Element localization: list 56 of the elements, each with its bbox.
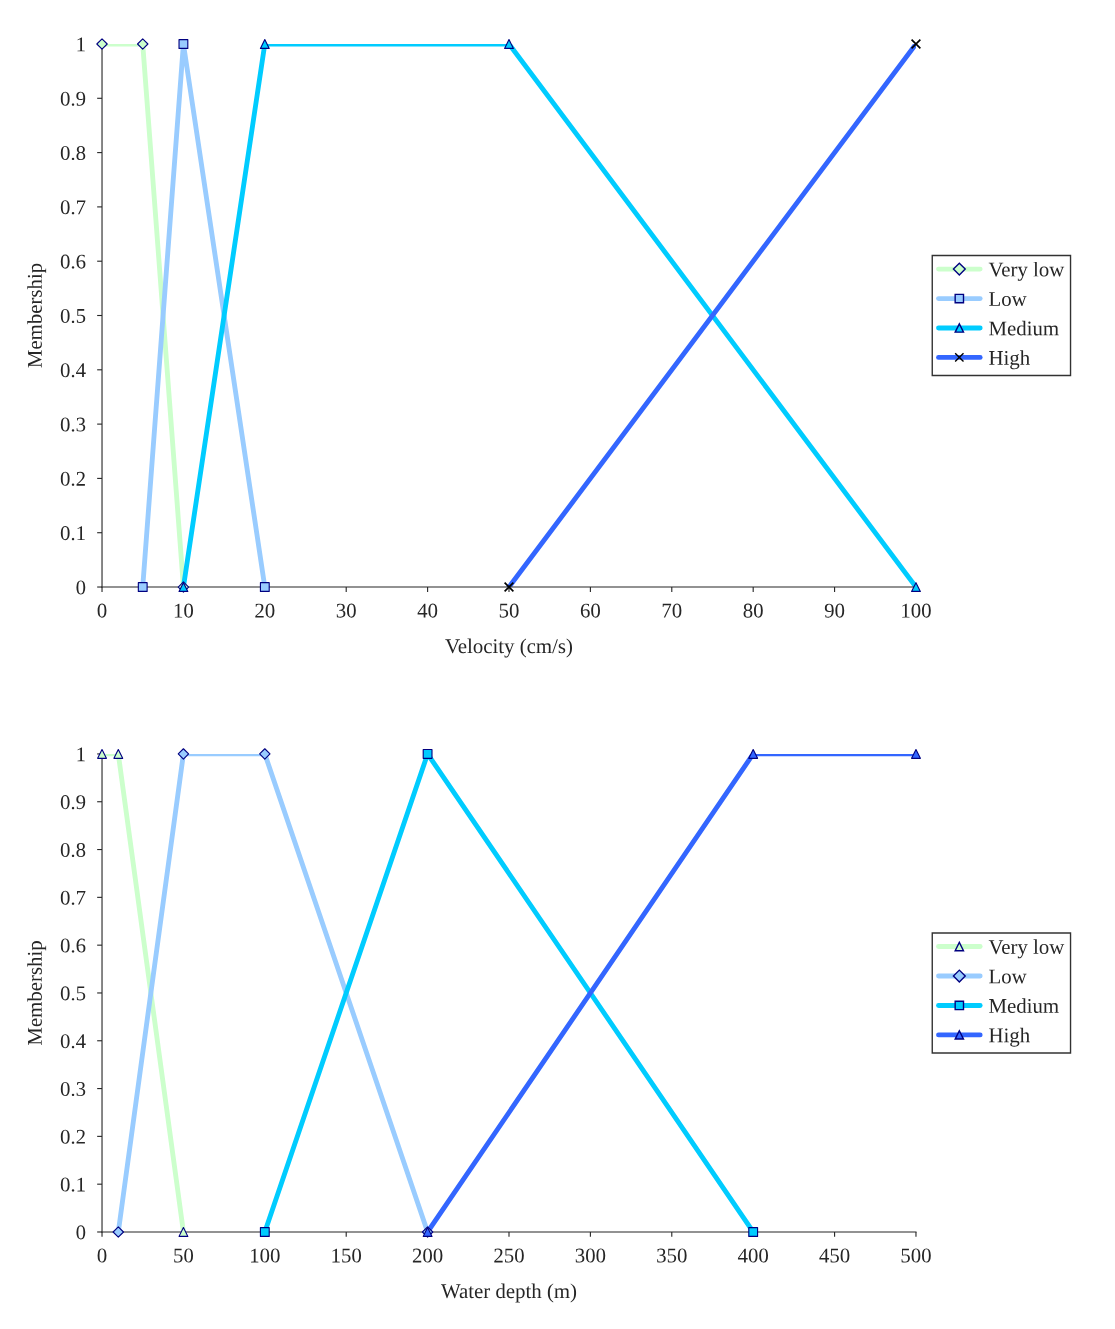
y-axis-title: Membership bbox=[27, 941, 47, 1046]
y-tick-label: 0.2 bbox=[60, 471, 85, 486]
x-tick-label: 40 bbox=[417, 603, 438, 618]
y-tick-label: 0.1 bbox=[60, 526, 85, 541]
y-tick-label: 0.8 bbox=[60, 842, 86, 858]
y-tick-label: 1 bbox=[77, 37, 85, 52]
y-tick-label: 0.4 bbox=[60, 1034, 86, 1049]
x-tick-label: 250 bbox=[494, 1248, 524, 1263]
legend-label: High bbox=[989, 350, 1030, 370]
x-tick-label: 150 bbox=[332, 1248, 362, 1263]
x-tick-label: 70 bbox=[662, 603, 682, 618]
legend-label: Very low bbox=[988, 939, 1065, 959]
x-tick-label: 100 bbox=[902, 603, 931, 618]
x-tick-label: 350 bbox=[657, 1248, 687, 1263]
y-tick-label: 0.6 bbox=[60, 938, 86, 953]
x-axis-title: Water depth (m) bbox=[441, 1283, 577, 1303]
y-tick-label: 0.7 bbox=[60, 890, 86, 905]
legend-label: Low bbox=[989, 969, 1027, 984]
x-tick-label: 300 bbox=[575, 1248, 606, 1263]
y-tick-label: 0.9 bbox=[60, 795, 86, 810]
x-tick-label: 30 bbox=[336, 603, 356, 618]
legend-label: Low bbox=[989, 292, 1027, 307]
y-tick-label: 0.3 bbox=[60, 1081, 86, 1097]
x-tick-label: 60 bbox=[580, 603, 601, 618]
x-tick-label: 0 bbox=[97, 603, 107, 618]
y-tick-label: 0.7 bbox=[60, 200, 86, 215]
x-tick-label: 50 bbox=[499, 603, 519, 618]
legend-label: Very low bbox=[988, 261, 1065, 281]
x-tick-label: 450 bbox=[819, 1248, 850, 1263]
y-tick-label: 0.8 bbox=[60, 145, 86, 161]
x-tick-label: 500 bbox=[901, 1248, 931, 1263]
x-tick-label: 20 bbox=[255, 603, 275, 618]
legend-label: High bbox=[989, 1027, 1030, 1047]
y-tick-label: 0.1 bbox=[60, 1177, 85, 1192]
legend-label: Medium bbox=[989, 320, 1059, 336]
y-tick-label: 0.5 bbox=[60, 986, 86, 1001]
y-tick-label: 0.6 bbox=[60, 254, 86, 269]
y-tick-label: 0.2 bbox=[60, 1129, 85, 1144]
x-axis-title: Velocity (cm/s) bbox=[445, 638, 573, 658]
legend-label: Medium bbox=[989, 998, 1059, 1013]
x-tick-label: 200 bbox=[412, 1248, 443, 1263]
y-axis-title: Membership bbox=[27, 263, 47, 368]
y-tick-label: 1 bbox=[77, 747, 85, 762]
x-tick-label: 0 bbox=[97, 1248, 107, 1263]
x-tick-label: 10 bbox=[174, 603, 194, 618]
x-tick-label: 100 bbox=[251, 1248, 280, 1263]
y-tick-label: 0.3 bbox=[60, 417, 86, 432]
x-tick-label: 80 bbox=[743, 603, 763, 618]
x-tick-label: 50 bbox=[174, 1248, 194, 1263]
y-tick-label: 0.5 bbox=[60, 308, 86, 324]
y-tick-label: 0 bbox=[76, 580, 86, 595]
x-tick-label: 90 bbox=[824, 603, 845, 618]
x-tick-label: 400 bbox=[737, 1248, 769, 1263]
y-tick-label: 0.9 bbox=[60, 91, 86, 106]
y-tick-label: 0 bbox=[76, 1225, 86, 1240]
y-tick-label: 0.4 bbox=[60, 363, 86, 378]
